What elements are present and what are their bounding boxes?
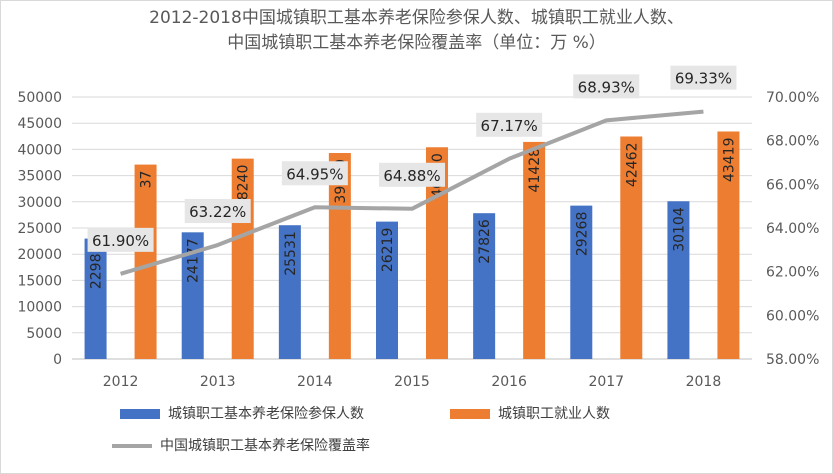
- bar-insured: [473, 213, 496, 359]
- bar-employed-label: 37: [139, 171, 155, 189]
- coverage-label-bg: [87, 227, 154, 252]
- legend-label-insured: 城镇职工基本养老保险参保人数: [168, 406, 364, 422]
- x-tick-label: 2015: [394, 374, 430, 390]
- bar-insured: [667, 201, 690, 359]
- legend-label-employed: 城镇职工就业人数: [498, 406, 610, 422]
- y-left-tick-label: 35000: [17, 169, 62, 185]
- x-tick-label: 2018: [686, 374, 722, 390]
- x-tick-label: 2017: [588, 374, 624, 390]
- bar-insured-label: 27826: [477, 219, 493, 264]
- bar-insured-label: 30104: [671, 207, 687, 252]
- chart-title-line2: 中国城镇职工基本养老保险覆盖率（单位：万 %）: [227, 33, 606, 53]
- y-right-tick-label: 64.00%: [766, 221, 819, 237]
- x-tick-label: 2012: [103, 374, 139, 390]
- bar-employed: [328, 153, 351, 359]
- bar-employed: [620, 136, 643, 359]
- bar-employed-label: 38240: [236, 165, 252, 210]
- coverage-label: 63.22%: [189, 203, 246, 221]
- y-right-tick-label: 62.00%: [766, 265, 819, 281]
- coverage-label: 67.17%: [481, 117, 538, 135]
- bar-insured: [181, 232, 204, 359]
- y-left-tick-label: 10000: [17, 300, 62, 316]
- bar-employed: [523, 141, 546, 359]
- line-coverage: [120, 109, 704, 276]
- x-tick-label: 2013: [200, 374, 236, 390]
- y-left-tick-label: 5000: [26, 326, 62, 342]
- y-left-tick-label: 0: [53, 352, 62, 368]
- bar-insured-label: 24177: [186, 238, 202, 283]
- chart-title-line1: 2012-2018中国城镇职工基本养老保险参保人数、城镇职工就业人数、: [149, 8, 684, 28]
- bar-employed-label: 42462: [624, 142, 640, 187]
- legend-swatch-insured: [120, 409, 160, 419]
- x-tick-label: 2014: [297, 374, 333, 390]
- bar-insured-label: 26219: [380, 228, 396, 273]
- coverage-label: 64.88%: [383, 167, 440, 185]
- coverage-label-bg: [184, 199, 251, 224]
- bar-insured: [84, 238, 107, 359]
- bar-employed: [134, 164, 157, 359]
- chart-title: 2012-2018中国城镇职工基本养老保险参保人数、城镇职工就业人数、 中国城镇…: [0, 6, 833, 56]
- y-left-tick-label: 30000: [17, 195, 62, 211]
- y-right-tick-label: 70.00%: [766, 90, 819, 106]
- bar-insured-label: 22981: [89, 245, 105, 290]
- bar-insured-label: 25531: [283, 231, 299, 276]
- y-left-tick-label: 15000: [17, 273, 62, 289]
- coverage-label-bg: [476, 112, 543, 137]
- y-right-tick-label: 68.00%: [766, 134, 819, 150]
- y-left-tick-label: 40000: [17, 142, 62, 158]
- coverage-label-bg: [670, 65, 737, 90]
- bar-insured: [376, 221, 398, 359]
- bar-employed: [717, 131, 740, 359]
- x-tick-label: 2016: [491, 374, 527, 390]
- bar-employed-label: 41428: [527, 148, 543, 193]
- legend-label-coverage: 中国城镇职工基本养老保险覆盖率: [160, 438, 370, 454]
- coverage-label: 64.95%: [286, 165, 343, 183]
- bar-insured: [278, 225, 301, 359]
- coverage-label-bg: [379, 162, 445, 187]
- bar-insured-label: 29268: [574, 212, 590, 257]
- y-left-tick-label: 25000: [17, 221, 62, 237]
- coverage-label-bg: [281, 161, 348, 186]
- bar-insured: [570, 205, 593, 359]
- coverage-label: 69.33%: [675, 70, 732, 88]
- y-left-tick-label: 50000: [17, 90, 62, 106]
- coverage-label: 68.93%: [578, 78, 635, 96]
- coverage-label-bg: [573, 74, 640, 99]
- legend-item-employed: 城镇职工就业人数: [450, 403, 610, 423]
- y-right-tick-label: 60.00%: [766, 308, 819, 324]
- y-right-tick-label: 66.00%: [766, 177, 819, 193]
- legend-item-coverage: 中国城镇职工基本养老保险覆盖率: [112, 435, 370, 455]
- y-right-tick-label: 58.00%: [766, 352, 819, 368]
- y-left-tick-label: 45000: [17, 116, 62, 132]
- coverage-label: 61.90%: [92, 232, 149, 250]
- y-left-tick-label: 20000: [17, 247, 62, 263]
- legend-swatch-employed: [450, 409, 490, 419]
- bar-employed-label: 43419: [721, 137, 737, 182]
- legend-swatch-coverage: [112, 444, 152, 448]
- legend-item-insured: 城镇职工基本养老保险参保人数: [120, 403, 364, 423]
